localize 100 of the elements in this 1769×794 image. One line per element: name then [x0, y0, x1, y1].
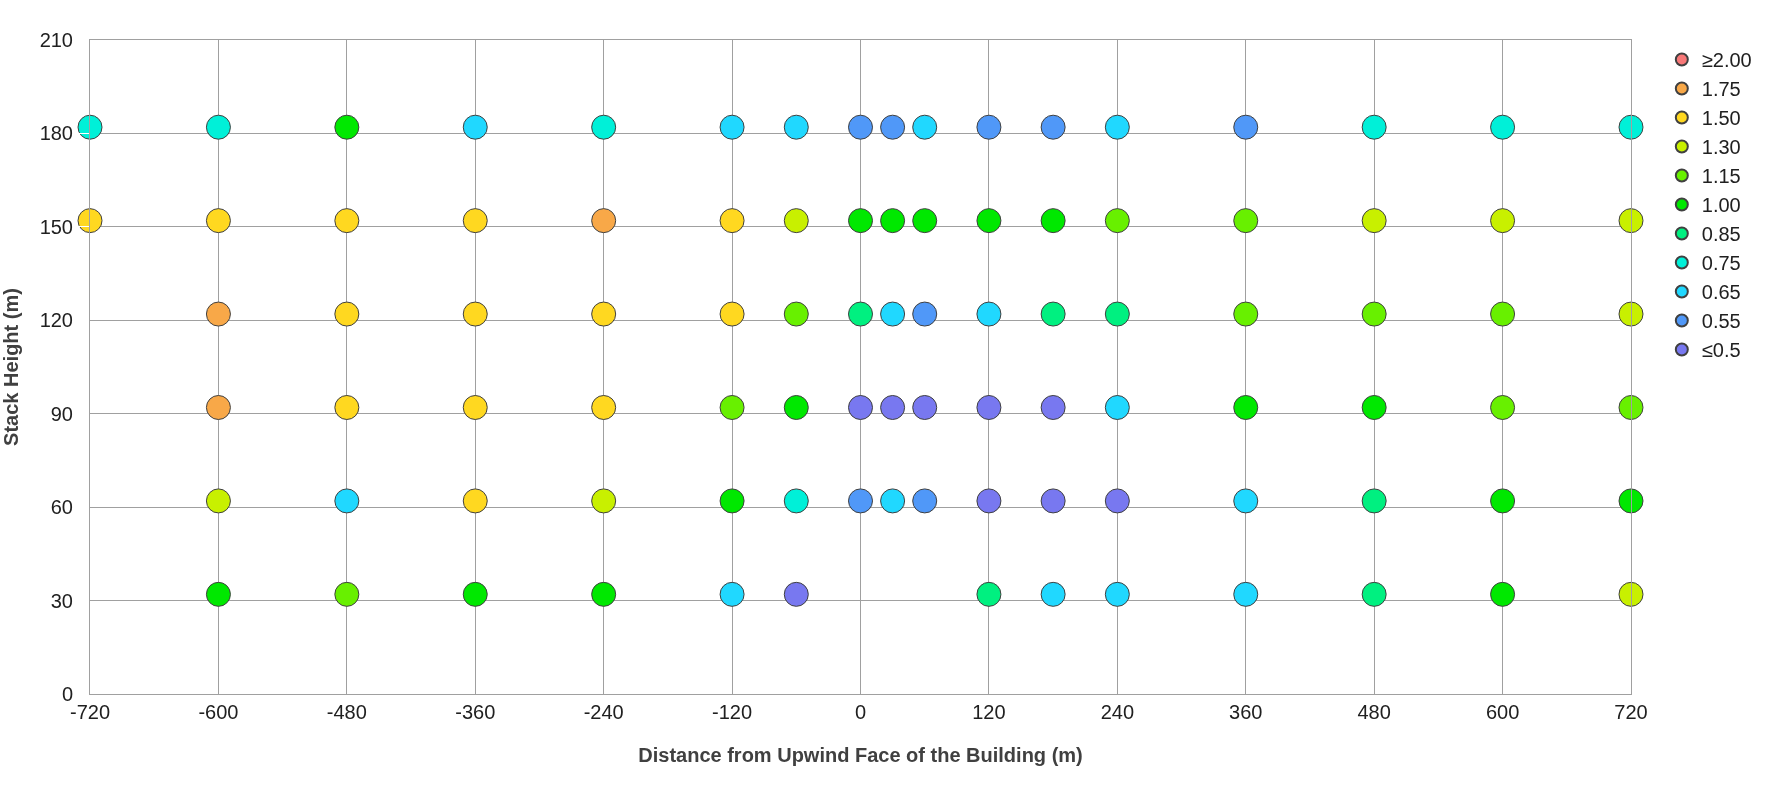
point: [1361, 581, 1387, 607]
point: [205, 488, 231, 514]
legend-label: 1.75: [1701, 78, 1741, 101]
point: [1618, 581, 1644, 607]
point: [205, 581, 231, 607]
point: [334, 581, 360, 607]
point: [334, 301, 360, 327]
legend-label: ≥2.00: [1701, 49, 1752, 72]
x-tick-label: 120: [972, 701, 1006, 723]
point: [719, 488, 745, 514]
point: [783, 581, 809, 607]
point: [1104, 394, 1130, 420]
x-tick-label: -120: [712, 701, 753, 723]
point: [1490, 301, 1516, 327]
point: [1618, 208, 1644, 234]
point: [1618, 301, 1644, 327]
point: [1233, 581, 1259, 607]
point: [1040, 208, 1066, 234]
point: [334, 114, 360, 140]
point: [205, 301, 231, 327]
point: [1040, 488, 1066, 514]
point: [783, 394, 809, 420]
point: [462, 581, 488, 607]
legend-label: 0.85: [1701, 223, 1741, 246]
y-tick-label: 60: [50, 496, 73, 519]
point: [1361, 488, 1387, 514]
point: [719, 301, 745, 327]
point: [848, 208, 873, 234]
legend-label: ≤0.5: [1701, 339, 1741, 362]
x-tick-label: 0: [854, 701, 867, 723]
point: [77, 208, 103, 234]
point: [976, 394, 1002, 420]
point: [1104, 581, 1130, 607]
point: [880, 394, 906, 420]
legend-label: 1.50: [1701, 107, 1741, 130]
x-tick-label: 720: [1614, 701, 1648, 723]
point: [1233, 208, 1259, 234]
x-tick-label: 240: [1100, 701, 1135, 723]
point: [1618, 394, 1644, 420]
point: [848, 301, 873, 327]
point: [783, 114, 809, 140]
point: [880, 488, 906, 514]
y-tick-label: 120: [39, 309, 73, 332]
point: [880, 208, 906, 234]
legend-label: 1.15: [1701, 165, 1741, 188]
point: [783, 301, 809, 327]
point: [1040, 114, 1066, 140]
legend-label: 0.75: [1701, 252, 1741, 275]
legend-label: 0.55: [1701, 310, 1741, 333]
point: [462, 114, 488, 140]
point: [976, 581, 1002, 607]
point: [1104, 208, 1130, 234]
point: [1040, 581, 1066, 607]
point: [205, 394, 231, 420]
point: [1104, 488, 1130, 514]
point: [912, 208, 938, 234]
point: [1361, 208, 1387, 234]
point: [976, 114, 1002, 140]
point: [719, 208, 745, 234]
legend-label: 0.65: [1701, 281, 1741, 304]
y-tick-label: 150: [39, 215, 73, 238]
point: [1618, 488, 1644, 514]
point: [591, 301, 617, 327]
point: [591, 208, 617, 234]
point: [912, 394, 938, 420]
point: [1104, 301, 1130, 327]
point: [912, 488, 938, 514]
y-tick-label: 90: [50, 402, 73, 425]
legend-label: 1.30: [1701, 136, 1741, 159]
point: [77, 114, 103, 140]
point: [591, 581, 617, 607]
point: [462, 394, 488, 420]
point: [462, 208, 488, 234]
point: [205, 208, 231, 234]
x-tick-label: -240: [583, 701, 624, 723]
point: [1361, 394, 1387, 420]
point: [462, 488, 488, 514]
point: [976, 488, 1002, 514]
y-axis-title: Stack Height (m): [0, 288, 23, 446]
y-tick-label: 210: [39, 29, 73, 51]
y-tick-label: 30: [50, 589, 73, 612]
x-tick-label: -480: [326, 701, 367, 723]
legend-label: 1.00: [1701, 194, 1741, 217]
point: [1490, 581, 1516, 607]
point: [334, 394, 360, 420]
point: [1361, 301, 1387, 327]
point: [848, 394, 873, 420]
x-tick-label: 360: [1229, 701, 1263, 723]
y-tick-label: 180: [39, 122, 73, 145]
point: [1490, 114, 1516, 140]
point: [591, 488, 617, 514]
point: [1618, 114, 1644, 140]
point: [591, 114, 617, 140]
point: [462, 301, 488, 327]
point: [783, 208, 809, 234]
point: [1361, 114, 1387, 140]
point: [848, 114, 873, 140]
point: [1490, 208, 1516, 234]
point: [591, 394, 617, 420]
point: [1104, 114, 1130, 140]
